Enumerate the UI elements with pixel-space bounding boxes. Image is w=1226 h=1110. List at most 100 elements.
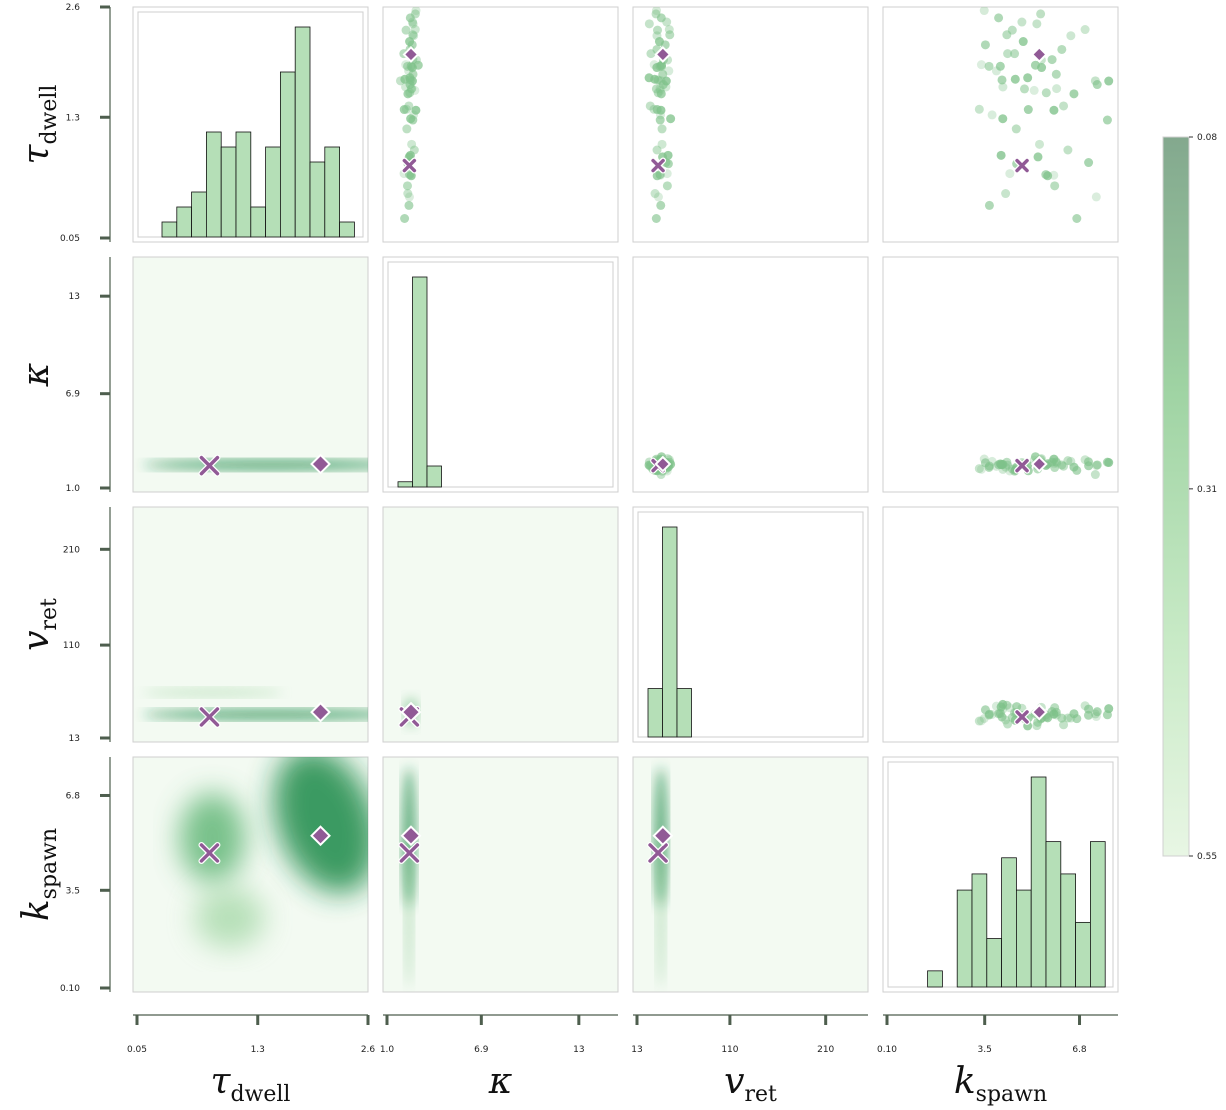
scatter-point bbox=[1049, 105, 1059, 115]
y-tick-label: 2.6 bbox=[66, 3, 81, 13]
y-tick-label: 110 bbox=[63, 641, 80, 651]
scatter-point bbox=[404, 66, 414, 76]
x-tick-label: 2.6 bbox=[361, 1045, 376, 1055]
hist-bar-vret-1 bbox=[662, 526, 678, 738]
scatter-point bbox=[1017, 17, 1027, 27]
panel-kappa-kspawn bbox=[882, 256, 1119, 493]
scatter-point bbox=[1003, 719, 1013, 729]
scatter-point bbox=[650, 189, 660, 199]
scatter-point bbox=[405, 170, 415, 180]
scatter-point bbox=[401, 60, 411, 70]
scatter-points bbox=[974, 452, 1114, 480]
scatter-point bbox=[411, 105, 421, 115]
scatter-point bbox=[974, 464, 984, 474]
panel-kappa-tau bbox=[132, 256, 369, 493]
scatter-point bbox=[410, 9, 420, 19]
scatter-point bbox=[1091, 461, 1101, 471]
hist-bar-kspawn-9 bbox=[1030, 776, 1047, 988]
x-axis-vret: 13 110 210 bbox=[631, 1014, 868, 1055]
panel-tau-kspawn bbox=[882, 0, 1119, 243]
panel-kappa-kappa bbox=[382, 256, 619, 493]
scatter-point bbox=[1010, 49, 1020, 59]
scatter-point bbox=[408, 30, 418, 40]
estimate-diamond-marker bbox=[400, 701, 422, 723]
panel-frame bbox=[382, 506, 619, 743]
scatter-point bbox=[1050, 463, 1060, 473]
scatter-point bbox=[979, 713, 989, 723]
scatter-point bbox=[407, 40, 417, 50]
y-tick-label: 0.10 bbox=[60, 984, 80, 994]
x-axis-tau: 0.05 1.3 2.6 bbox=[127, 1014, 376, 1055]
y-tick-label: 0.05 bbox=[60, 234, 80, 244]
kde-density bbox=[179, 757, 368, 948]
scatter-point bbox=[407, 63, 417, 73]
scatter-point bbox=[666, 114, 676, 124]
scatter-point bbox=[998, 114, 1008, 124]
scatter-point bbox=[1069, 89, 1079, 99]
scatter-point bbox=[1003, 460, 1013, 470]
scatter-point bbox=[1050, 703, 1060, 713]
x-tick-label: 13 bbox=[573, 1045, 584, 1055]
hist-bar-kspawn-13 bbox=[1090, 841, 1106, 988]
scatter-point bbox=[1001, 189, 1011, 199]
panel-frame bbox=[132, 256, 369, 493]
scatter-point bbox=[655, 115, 665, 125]
scatter-point bbox=[1072, 214, 1082, 224]
hist-bar-kspawn-2 bbox=[927, 970, 943, 988]
y-tick-label: 13 bbox=[69, 734, 80, 744]
scatter-point bbox=[1049, 170, 1059, 180]
hist-bar-vret-0 bbox=[647, 688, 663, 738]
scatter-point bbox=[1090, 76, 1100, 86]
panel-tau-kappa bbox=[382, 0, 619, 243]
scatter-point bbox=[403, 89, 413, 99]
scatter-point bbox=[997, 712, 1007, 722]
scatter-point bbox=[400, 214, 410, 224]
hist-bar-tau-6 bbox=[250, 206, 267, 238]
scatter-point bbox=[1090, 470, 1100, 480]
scatter-point bbox=[410, 25, 420, 35]
scatter-point bbox=[1091, 192, 1101, 202]
scatter-point bbox=[976, 716, 986, 726]
scatter-point bbox=[403, 189, 413, 199]
kde-blob bbox=[273, 757, 368, 894]
y-axis-kspawn: 0.10 3.5 6.8 bbox=[60, 757, 111, 994]
scatter-point bbox=[406, 114, 416, 124]
scatter-point bbox=[1084, 0, 1093, 5]
panel-kspawn-kspawn bbox=[882, 756, 1119, 993]
truth-cross-marker bbox=[198, 454, 221, 477]
scatter-point bbox=[401, 25, 411, 35]
scatter-point bbox=[1084, 704, 1094, 714]
scatter-point bbox=[653, 25, 663, 35]
scatter-point bbox=[644, 73, 654, 83]
truth-cross-marker bbox=[198, 841, 221, 864]
estimate-diamond-marker bbox=[654, 46, 672, 63]
panel-inner-frame bbox=[387, 261, 614, 488]
scatter-point bbox=[1104, 704, 1114, 714]
y-tick-label: 3.5 bbox=[66, 886, 80, 896]
scatter-point bbox=[656, 89, 666, 99]
scatter-point bbox=[1033, 0, 1042, 3]
truth-cross-marker bbox=[198, 705, 221, 728]
scatter-point bbox=[662, 181, 672, 191]
scatter-point bbox=[1010, 74, 1020, 84]
estimate-diamond-marker bbox=[310, 825, 331, 847]
scatter-point bbox=[655, 85, 665, 95]
hist-bar-tau-11 bbox=[324, 146, 340, 238]
scatter-point bbox=[645, 101, 655, 111]
scatter-point bbox=[1091, 712, 1101, 722]
scatter-point bbox=[401, 0, 410, 3]
scatter-point bbox=[1063, 713, 1073, 723]
y-axis-tau: 0.05 1.3 2.6 bbox=[60, 3, 111, 244]
scatter-point bbox=[1063, 145, 1073, 155]
y-axis-kappa: 1.0 6.9 13 bbox=[66, 257, 111, 494]
scatter-point bbox=[1092, 707, 1102, 717]
hist-bar-vret-2 bbox=[676, 688, 692, 738]
scatter-point bbox=[976, 464, 986, 474]
scatter-point bbox=[1032, 19, 1042, 29]
y-axis-vret: 13 110 210 bbox=[63, 507, 111, 744]
hist-bar-tau-2 bbox=[191, 191, 207, 238]
scatter-point bbox=[653, 75, 663, 85]
estimate-diamond-marker bbox=[402, 46, 420, 63]
scatter-point bbox=[996, 150, 1006, 160]
x-tick-label: 0.10 bbox=[877, 1045, 897, 1055]
